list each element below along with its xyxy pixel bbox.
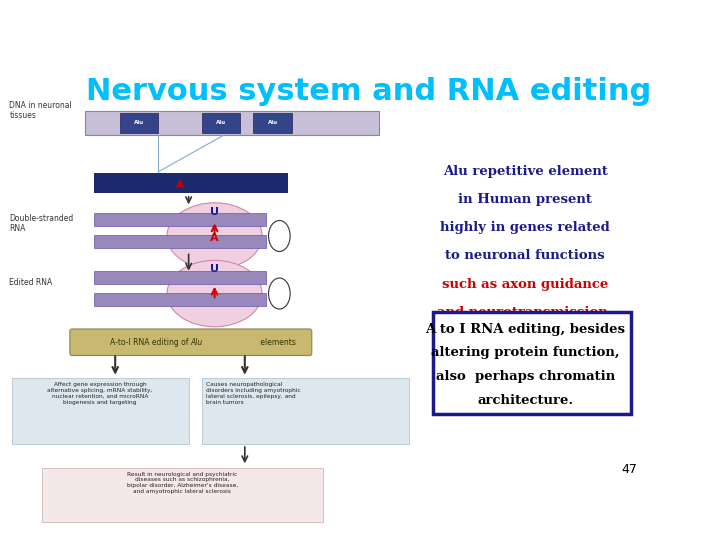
Text: elements: elements [258,338,296,347]
Text: Alu: Alu [268,120,278,125]
Text: such as axon guidance: such as axon guidance [442,278,608,291]
FancyBboxPatch shape [433,312,631,414]
Text: U: U [210,264,219,274]
Text: Double-stranded
RNA: Double-stranded RNA [9,214,73,233]
Text: and neurotransmission.: and neurotransmission. [438,306,613,319]
FancyBboxPatch shape [12,377,189,444]
Text: highly in genes related: highly in genes related [441,221,610,234]
Text: Nervous system and RNA editing: Nervous system and RNA editing [86,77,652,106]
FancyBboxPatch shape [85,111,379,136]
Text: Alu: Alu [216,120,226,125]
Text: Causes neuropathological
disorders including amyotrophic
lateral sclerosis, epil: Causes neuropathological disorders inclu… [206,382,300,404]
Text: Affect gene expression through
alternative splicing, mRNA stability,
nuclear ret: Affect gene expression through alternati… [48,382,153,404]
Text: DNA in neuronal
tissues: DNA in neuronal tissues [9,101,72,120]
FancyBboxPatch shape [120,113,158,133]
Text: Alu repetitive element: Alu repetitive element [443,165,608,178]
Text: Edited RNA: Edited RNA [9,278,53,287]
Text: 47: 47 [621,463,637,476]
FancyBboxPatch shape [94,293,266,306]
Text: U: U [210,207,219,217]
FancyBboxPatch shape [94,235,266,248]
Text: also  perhaps chromatin: also perhaps chromatin [436,370,615,383]
Text: Alu: Alu [134,120,144,125]
Text: Alu: Alu [191,338,203,347]
Text: altering protein function,: altering protein function, [431,346,619,359]
Ellipse shape [167,260,262,327]
Text: A-to-I RNA editing of: A-to-I RNA editing of [110,338,191,347]
FancyBboxPatch shape [42,468,323,522]
Text: architecture.: architecture. [477,394,573,407]
Text: in Human present: in Human present [459,193,592,206]
FancyBboxPatch shape [94,213,266,226]
FancyBboxPatch shape [253,113,292,133]
FancyBboxPatch shape [94,271,266,284]
Ellipse shape [167,202,262,269]
Text: Result in neurological and psychiatric
diseases such as schizophrenia,
bipolar d: Result in neurological and psychiatric d… [127,471,238,494]
FancyBboxPatch shape [202,113,240,133]
Text: A to I RNA editing, besides: A to I RNA editing, besides [426,322,625,335]
FancyBboxPatch shape [70,329,312,355]
Text: to neuronal functions: to neuronal functions [446,249,605,262]
FancyBboxPatch shape [202,377,409,444]
Text: A: A [210,233,219,243]
FancyBboxPatch shape [94,173,288,193]
